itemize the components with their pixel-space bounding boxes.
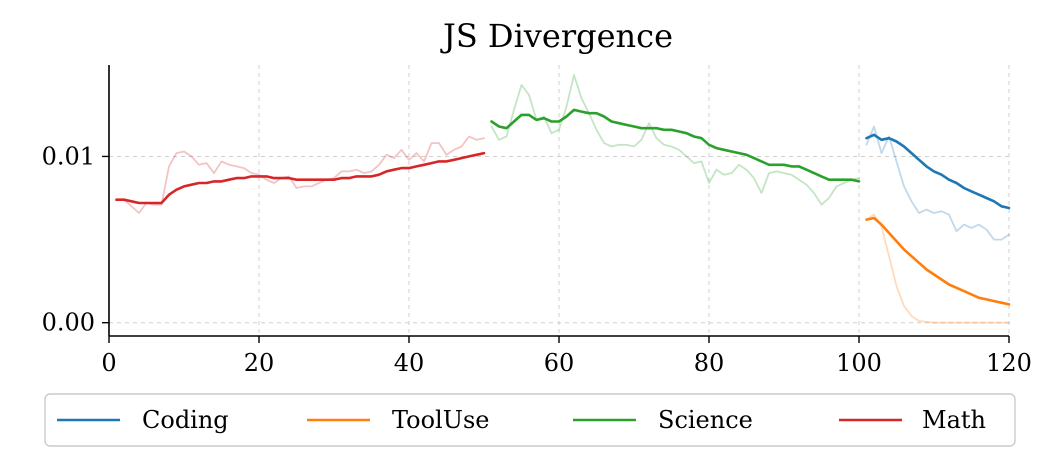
tooluse-smoothed-line bbox=[865, 216, 1011, 306]
raw-series-lines bbox=[115, 74, 1010, 324]
x-tick-label: 100 bbox=[836, 349, 882, 377]
y-ticks: 0.00 0.01 bbox=[42, 142, 109, 337]
legend-frame bbox=[44, 393, 1016, 447]
legend-coding-label: Coding bbox=[142, 406, 229, 434]
y-tick-label: 0.01 bbox=[42, 142, 95, 170]
science-raw-line bbox=[490, 74, 860, 206]
legend-science-label: Science bbox=[658, 406, 753, 434]
smoothed-series-lines bbox=[115, 108, 1011, 306]
legend: Coding ToolUse Science Math bbox=[44, 393, 1016, 447]
x-tick-label: 120 bbox=[986, 349, 1032, 377]
x-ticks: 0 20 40 60 80 100 120 bbox=[101, 336, 1032, 377]
x-tick-label: 20 bbox=[244, 349, 275, 377]
x-tick-label: 0 bbox=[101, 349, 116, 377]
tooluse-raw-line bbox=[865, 213, 1010, 324]
coding-smoothed-line bbox=[865, 133, 1011, 210]
coding-raw-line bbox=[865, 125, 1010, 241]
y-tick-label: 0.00 bbox=[42, 309, 95, 337]
math-raw-line bbox=[115, 135, 485, 214]
x-tick-label: 60 bbox=[544, 349, 575, 377]
chart-title: JS Divergence bbox=[440, 17, 673, 55]
math-smoothed-line bbox=[115, 151, 486, 205]
legend-tooluse-label: ToolUse bbox=[392, 406, 489, 434]
x-tick-label: 80 bbox=[694, 349, 725, 377]
grid bbox=[109, 65, 1010, 336]
x-tick-label: 40 bbox=[394, 349, 425, 377]
legend-math-label: Math bbox=[922, 406, 986, 434]
science-smoothed-line bbox=[490, 108, 861, 183]
